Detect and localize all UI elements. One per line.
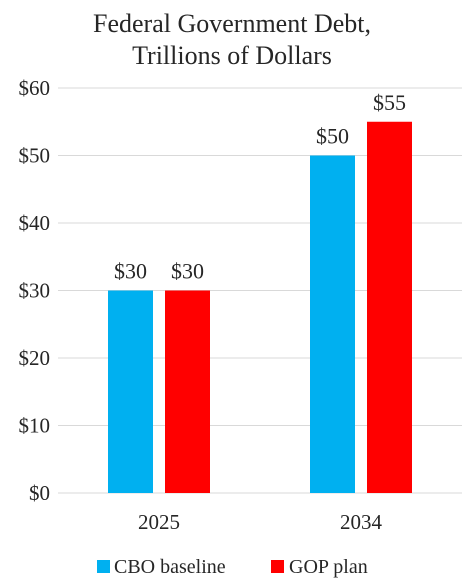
x-axis-tick-labels: 2025 2034: [138, 510, 383, 534]
y-tick-label: $20: [19, 346, 51, 370]
data-label: $30: [171, 259, 204, 284]
y-tick-label: $50: [19, 144, 51, 168]
chart-title: Federal Government Debt, Trillions of Do…: [93, 9, 371, 70]
bar-gop-plan-2025: [165, 290, 210, 493]
legend: CBO baseline GOP plan: [97, 556, 368, 578]
x-tick-label: 2025: [138, 510, 180, 534]
x-tick-label: 2034: [340, 510, 383, 534]
y-tick-label: $30: [19, 279, 51, 303]
legend-swatch: [97, 560, 110, 573]
y-tick-label: $60: [19, 76, 51, 100]
data-label: $55: [373, 90, 406, 115]
chart-title-line-1: Federal Government Debt,: [93, 9, 371, 38]
y-tick-label: $10: [19, 414, 51, 438]
bars: [108, 121, 412, 493]
legend-label: GOP plan: [289, 556, 368, 578]
chart-title-line-2: Trillions of Dollars: [132, 41, 332, 70]
bar-cbo-baseline-2025: [108, 290, 153, 493]
data-labels: $30 $30 $50 $55: [114, 90, 406, 284]
y-axis-tick-labels: $0 $10 $20 $30 $40 $50 $60: [19, 76, 51, 505]
bar-cbo-baseline-2034: [310, 155, 355, 493]
bar-gop-plan-2034: [367, 121, 412, 493]
legend-label: CBO baseline: [114, 556, 226, 578]
data-label: $50: [316, 124, 349, 149]
legend-swatch: [271, 560, 284, 573]
y-tick-label: $0: [29, 481, 50, 505]
y-tick-label: $40: [19, 211, 51, 235]
data-label: $30: [114, 259, 147, 284]
